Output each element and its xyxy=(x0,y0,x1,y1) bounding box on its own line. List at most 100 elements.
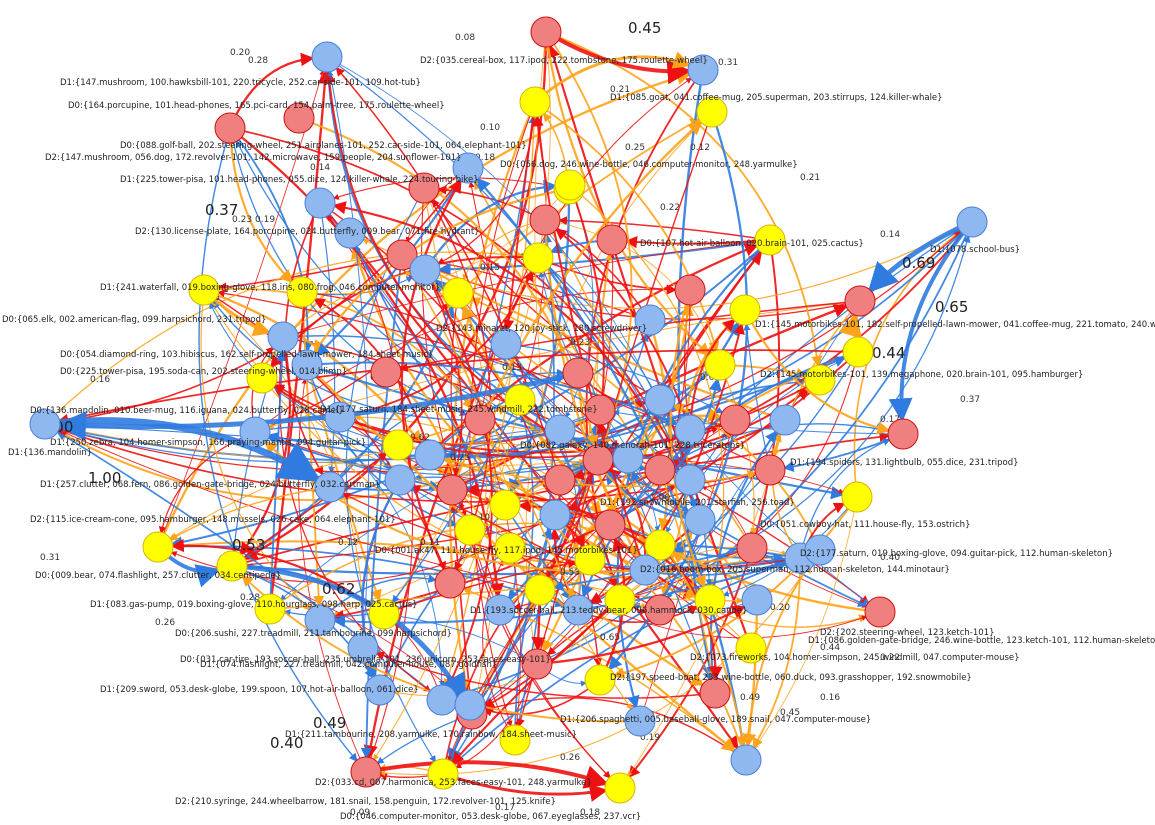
graph-node-x46[interactable] xyxy=(804,534,836,566)
graph-node-n8[interactable] xyxy=(696,96,728,128)
graph-edge-273 xyxy=(483,479,691,708)
graph-node-n10[interactable] xyxy=(188,274,220,306)
graph-node-x11[interactable] xyxy=(644,384,676,416)
graph-node-x4[interactable] xyxy=(522,242,554,274)
graph-node-x18[interactable] xyxy=(324,401,356,433)
graph-node-n7[interactable] xyxy=(214,112,246,144)
graph-node-n16[interactable] xyxy=(239,416,271,448)
graph-node-x35[interactable] xyxy=(584,664,616,696)
graph-node-n11[interactable] xyxy=(286,276,318,308)
graph-node-x16[interactable] xyxy=(414,439,446,471)
graph-node-n15[interactable] xyxy=(29,408,61,440)
graph-node-x39[interactable] xyxy=(384,464,416,496)
graph-node-x30[interactable] xyxy=(644,594,676,626)
graph-node-x41[interactable] xyxy=(544,464,576,496)
graph-node-n1[interactable] xyxy=(519,86,551,118)
graph-node-x17[interactable] xyxy=(382,429,414,461)
graph-node-n20[interactable] xyxy=(254,593,286,625)
graph-node-n28[interactable] xyxy=(562,357,594,389)
graph-node-x8[interactable] xyxy=(634,304,666,336)
graph-node-x42[interactable] xyxy=(454,514,486,546)
graph-node-x33[interactable] xyxy=(524,574,556,606)
graph-node-x34[interactable] xyxy=(484,594,516,626)
graph-node-n41[interactable] xyxy=(434,567,466,599)
graph-node-x3[interactable] xyxy=(442,277,474,309)
graph-node-n14[interactable] xyxy=(246,362,278,394)
graph-node-n12[interactable] xyxy=(267,321,299,353)
graph-node-x50[interactable] xyxy=(494,532,526,564)
graph-node-x5[interactable] xyxy=(554,169,586,201)
graph-node-n26[interactable] xyxy=(427,758,459,790)
graph-node-x24[interactable] xyxy=(684,504,716,536)
graph-node-x47[interactable] xyxy=(729,294,761,326)
graph-node-x9[interactable] xyxy=(674,274,706,306)
graph-node-n19[interactable] xyxy=(216,550,248,582)
graph-node-x29[interactable] xyxy=(694,584,726,616)
graph-node-x14[interactable] xyxy=(504,384,536,416)
graph-node-x19[interactable] xyxy=(436,474,468,506)
graph-node-n38[interactable] xyxy=(699,677,731,709)
graph-node-x15[interactable] xyxy=(464,404,496,436)
graph-node-x49[interactable] xyxy=(408,172,440,204)
graph-node-x40[interactable] xyxy=(612,442,644,474)
graph-node-n43[interactable] xyxy=(490,328,522,360)
graph-node-n31[interactable] xyxy=(887,418,919,450)
graph-node-x52[interactable] xyxy=(574,544,606,576)
graph-node-n33[interactable] xyxy=(736,532,768,564)
graph-node-n45[interactable] xyxy=(754,224,786,256)
graph-node-x0[interactable] xyxy=(334,217,366,249)
graph-node-x10[interactable] xyxy=(704,349,736,381)
graph-node-n37[interactable] xyxy=(521,648,553,680)
graph-node-x51[interactable] xyxy=(629,554,661,586)
graph-node-x28[interactable] xyxy=(754,454,786,486)
graph-node-x25[interactable] xyxy=(719,404,751,436)
graph-node-n23[interactable] xyxy=(426,684,458,716)
graph-node-x23[interactable] xyxy=(644,529,676,561)
graph-node-x22[interactable] xyxy=(594,509,626,541)
graph-node-x32[interactable] xyxy=(562,594,594,626)
graph-node-x20[interactable] xyxy=(489,489,521,521)
edge-weight-42: 0.31 xyxy=(40,553,60,563)
graph-node-x7[interactable] xyxy=(596,224,628,256)
graph-node-n13[interactable] xyxy=(291,349,323,381)
graph-node-x44[interactable] xyxy=(674,414,706,446)
graph-node-x48[interactable] xyxy=(529,204,561,236)
graph-node-n21[interactable] xyxy=(304,604,336,636)
graph-node-n46[interactable] xyxy=(624,705,656,737)
graph-node-n2[interactable] xyxy=(530,16,562,48)
graph-node-n48[interactable] xyxy=(674,464,706,496)
graph-node-x6[interactable] xyxy=(452,152,484,184)
graph-node-x36[interactable] xyxy=(499,724,531,756)
graph-node-x43[interactable] xyxy=(644,454,676,486)
graph-node-x2[interactable] xyxy=(409,254,441,286)
graph-node-x27[interactable] xyxy=(804,364,836,396)
graph-node-n44[interactable] xyxy=(370,356,402,388)
graph-node-x21[interactable] xyxy=(539,499,571,531)
graph-node-x1[interactable] xyxy=(386,239,418,271)
graph-node-x45[interactable] xyxy=(730,744,762,776)
graph-node-n25[interactable] xyxy=(350,756,382,788)
graph-node-n40[interactable] xyxy=(368,598,400,630)
graph-node-n34[interactable] xyxy=(864,596,896,628)
graph-node-x13[interactable] xyxy=(544,414,576,446)
edge-weight-29: 0.09 xyxy=(350,808,370,818)
graph-node-n32[interactable] xyxy=(841,481,873,513)
graph-node-x38[interactable] xyxy=(364,674,396,706)
graph-node-n3[interactable] xyxy=(956,206,988,238)
graph-node-n29[interactable] xyxy=(844,285,876,317)
graph-node-n18[interactable] xyxy=(142,531,174,563)
graph-node-n17[interactable] xyxy=(314,471,346,503)
graph-node-n5[interactable] xyxy=(283,102,315,134)
graph-node-x31[interactable] xyxy=(604,584,636,616)
graph-node-n36[interactable] xyxy=(735,632,767,664)
graph-node-n30[interactable] xyxy=(842,336,874,368)
graph-node-n22[interactable] xyxy=(347,632,379,664)
graph-node-n6[interactable] xyxy=(687,54,719,86)
graph-node-n27[interactable] xyxy=(604,772,636,804)
graph-node-x37[interactable] xyxy=(454,689,486,721)
graph-node-x12[interactable] xyxy=(584,394,616,426)
graph-node-x26[interactable] xyxy=(769,404,801,436)
graph-node-n39[interactable] xyxy=(741,584,773,616)
graph-node-n4[interactable] xyxy=(311,41,343,73)
graph-node-n9[interactable] xyxy=(304,187,336,219)
